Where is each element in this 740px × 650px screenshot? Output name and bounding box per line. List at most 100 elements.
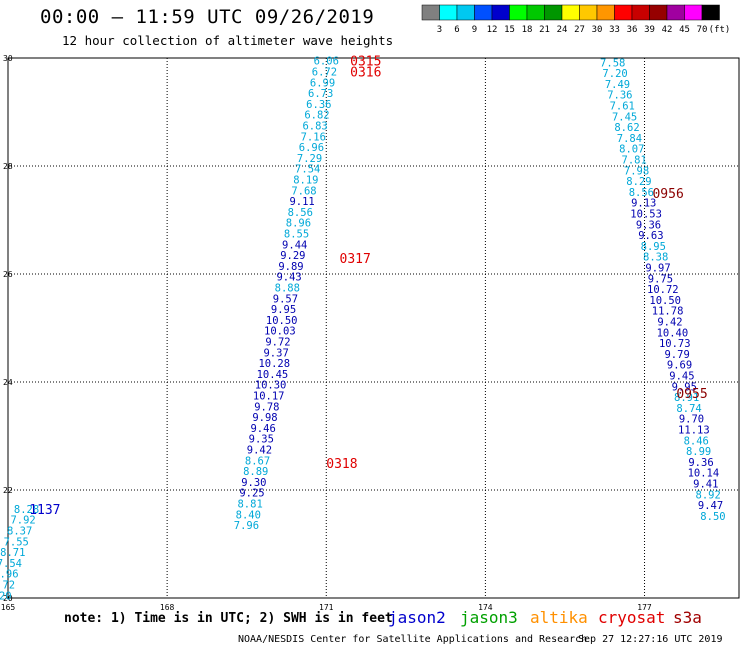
- wave-height-value: 8.88: [275, 283, 300, 295]
- wave-height-value: 7.98: [624, 165, 649, 177]
- wave-height-value: 8.40: [236, 509, 261, 521]
- wave-height-value: 9.79: [664, 349, 689, 361]
- legend-swatch: [614, 4, 633, 21]
- wave-height-value: 10.30: [255, 380, 287, 392]
- wave-height-value: 7.61: [610, 101, 635, 113]
- wave-height-value: 9.13: [631, 198, 656, 210]
- wave-height-value: 9.78: [254, 401, 279, 413]
- wave-height-value: 6.83: [302, 121, 327, 133]
- legend-swatch: [456, 4, 475, 21]
- legend-swatch: [666, 4, 685, 21]
- wave-height-value: 9.44: [282, 239, 307, 251]
- legend-label: 9: [472, 25, 477, 35]
- satellite-jason3: jason3: [460, 608, 518, 627]
- pass-time-label: 1137: [29, 503, 60, 518]
- legend-label: 21: [539, 25, 550, 35]
- wave-height-value: 9.29: [280, 250, 305, 262]
- wave-height-value: 9.69: [667, 360, 692, 372]
- wave-height-value: 7.72: [0, 580, 15, 592]
- legend-label: 3: [437, 25, 442, 35]
- legend-swatch: [596, 4, 615, 21]
- lat-tick-label: 28: [3, 162, 13, 171]
- wave-height-value: 9.97: [645, 263, 670, 275]
- wave-height-value: 8.55: [284, 229, 309, 241]
- wave-height-value: 7.96: [234, 520, 259, 532]
- wave-height-value: 7.36: [607, 90, 632, 102]
- legend-label: 18: [522, 25, 533, 35]
- wave-height-value: 7.20: [602, 68, 627, 80]
- wave-height-value: 8.81: [237, 499, 262, 511]
- wave-height-value: 8.67: [245, 455, 270, 467]
- wave-height-value: 9.41: [693, 479, 718, 491]
- map-subtitle: 12 hour collection of altimeter wave hei…: [62, 33, 394, 48]
- wave-height-value: 6.82: [304, 110, 329, 122]
- lon-tick-label: 171: [319, 603, 334, 612]
- satellite-jason2: jason2: [388, 608, 446, 627]
- legend-label: 6: [454, 25, 459, 35]
- wave-height-value: 7.16: [301, 131, 326, 143]
- map-frame: [7, 57, 740, 599]
- wave-height-value: 7.54: [295, 164, 320, 176]
- wave-height-value: 9.36: [688, 457, 713, 469]
- lon-tick-label: 168: [160, 603, 175, 612]
- wave-height-value: 9.25: [239, 488, 264, 500]
- wave-height-value: 10.03: [264, 326, 296, 338]
- pass-time-label: 0317: [340, 252, 371, 267]
- wave-height-value: 8.28: [14, 504, 39, 516]
- legend-label: 30: [592, 25, 603, 35]
- wave-height-value: 10.50: [649, 295, 681, 307]
- wave-height-value: 9.57: [273, 293, 298, 305]
- legend-label: 36: [627, 25, 638, 35]
- wave-height-value: 9.37: [263, 347, 288, 359]
- legend-swatch: [649, 4, 668, 21]
- wave-height-value: 11.13: [678, 425, 710, 437]
- wave-height-value: 7.54: [0, 558, 22, 570]
- wave-height-value: 8.96: [286, 218, 311, 230]
- wave-height-value: 8.99: [686, 446, 711, 458]
- wave-height-value: 9.63: [638, 230, 663, 242]
- legend-swatch: [631, 4, 650, 21]
- lat-tick-label: 22: [3, 486, 13, 495]
- wave-height-value: 6.72: [312, 67, 337, 79]
- wave-height-value: 6.73: [308, 88, 333, 100]
- wave-height-value: 9.95: [672, 381, 697, 393]
- wave-height-value: 8.46: [684, 435, 709, 447]
- wave-height-value: 8.62: [614, 122, 639, 134]
- legend-swatch: [526, 4, 545, 21]
- wave-height-value: 6.06: [314, 56, 339, 68]
- legend-swatch: [491, 4, 510, 21]
- wave-height-value: 7.84: [617, 133, 642, 145]
- legend-swatch: [439, 4, 458, 21]
- legend-swatch: [561, 4, 580, 21]
- wave-height-value: 7.81: [622, 155, 647, 167]
- wave-height-value: 10.73: [659, 338, 691, 350]
- legend-label: 12: [487, 25, 498, 35]
- legend-swatch: [701, 4, 720, 21]
- wave-height-value: 9.42: [657, 317, 682, 329]
- wave-height-value: 9.30: [241, 477, 266, 489]
- lon-tick-label: 174: [478, 603, 493, 612]
- wave-height-value: 7.29: [297, 153, 322, 165]
- wave-height-value: 8.71: [0, 547, 25, 559]
- wave-height-value: 10.45: [257, 369, 289, 381]
- wave-height-value: 7.96: [0, 569, 19, 581]
- wave-height-value: 6.99: [310, 77, 335, 89]
- wave-height-value: 10.14: [688, 468, 720, 480]
- legend-label: 24: [557, 25, 568, 35]
- wave-height-value: 9.43: [276, 272, 301, 284]
- wave-height-value: 8.92: [696, 489, 721, 501]
- lat-tick-label: 20: [3, 594, 13, 603]
- legend-label: (ft): [709, 25, 731, 35]
- legend-label: 39: [644, 25, 655, 35]
- wave-height-value: 6.96: [299, 142, 324, 154]
- wave-height-value: 8.56: [288, 207, 313, 219]
- wave-height-value: 7.58: [600, 57, 625, 69]
- wave-height-value: 7.55: [4, 536, 29, 548]
- wave-height-values: 6.066.726.996.736.366.826.837.166.967.29…: [0, 56, 726, 603]
- wave-height-value: 7.45: [612, 111, 637, 123]
- wave-height-value: 10.40: [657, 327, 689, 339]
- pass-time-label: 0318: [326, 457, 357, 472]
- wave-height-value: 9.47: [698, 500, 723, 512]
